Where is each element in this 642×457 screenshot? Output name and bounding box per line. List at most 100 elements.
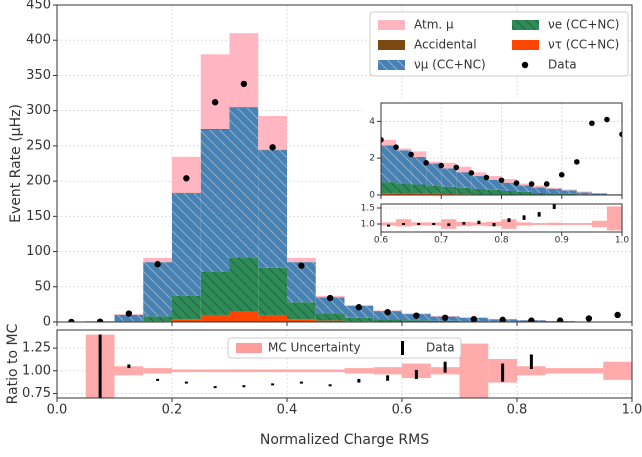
y-tick-label: 50 bbox=[34, 279, 51, 294]
x-tick-label: 1.0 bbox=[622, 403, 642, 418]
bar-segment bbox=[114, 314, 144, 322]
bar-segment bbox=[172, 295, 201, 320]
data-point bbox=[96, 318, 104, 322]
legend-label: Accidental bbox=[414, 38, 477, 52]
bar-segment bbox=[143, 262, 172, 317]
bar-segment bbox=[258, 314, 287, 322]
legend-swatch bbox=[378, 20, 405, 30]
plot-frame bbox=[56, 4, 633, 323]
bar-segment bbox=[426, 163, 442, 186]
bar-segment bbox=[441, 162, 457, 169]
bar-segment bbox=[200, 128, 230, 130]
bar-segment bbox=[531, 185, 547, 188]
data-ratio bbox=[299, 381, 303, 384]
legend-label: νe (CC+NC) bbox=[548, 18, 619, 32]
legend-swatch bbox=[401, 341, 404, 355]
data-ratio bbox=[271, 383, 275, 386]
data-ratio bbox=[402, 223, 406, 225]
y-tick-label: 200 bbox=[26, 174, 51, 189]
bar-segment bbox=[411, 156, 427, 185]
uncertainty-box bbox=[516, 222, 532, 226]
bar-segment bbox=[396, 150, 412, 184]
bar-segment bbox=[426, 161, 442, 164]
y-tick-label: 0 bbox=[43, 315, 51, 330]
legend-label: Atm. μ bbox=[414, 18, 454, 32]
data-point bbox=[125, 310, 133, 317]
data-point bbox=[558, 171, 565, 178]
y-tick-label: 250 bbox=[26, 138, 51, 153]
legend-label: νμ (CC+NC) bbox=[414, 58, 486, 72]
legend-swatch bbox=[512, 20, 539, 30]
data-point bbox=[393, 144, 399, 150]
data-point bbox=[381, 137, 384, 143]
data-ratio bbox=[417, 223, 421, 225]
x-tick-label: 1.0 bbox=[615, 236, 630, 246]
bar-segment bbox=[315, 320, 345, 322]
bar-segment bbox=[315, 313, 345, 321]
legend-swatch bbox=[236, 343, 262, 353]
y-tick-label: 0.75 bbox=[22, 386, 51, 401]
bar-segment bbox=[441, 168, 457, 187]
bar-segment bbox=[471, 172, 487, 177]
data-point bbox=[543, 181, 550, 187]
bar-segment bbox=[381, 139, 397, 146]
x-tick-label: 0.7 bbox=[434, 236, 448, 246]
data-point bbox=[499, 316, 506, 322]
uncertainty-box bbox=[315, 369, 345, 373]
data-ratio bbox=[492, 223, 496, 227]
data-point bbox=[528, 181, 535, 187]
bar-segment bbox=[501, 182, 517, 191]
data-ratio bbox=[184, 381, 188, 384]
plot-area bbox=[57, 330, 632, 398]
data-point bbox=[384, 308, 391, 316]
data-point bbox=[269, 144, 276, 151]
bar-segment bbox=[344, 317, 374, 322]
x-tick-label: 0.6 bbox=[392, 403, 413, 418]
bar-segment bbox=[373, 319, 402, 322]
data-point bbox=[183, 175, 190, 182]
bar-segment bbox=[258, 150, 287, 268]
data-point bbox=[68, 318, 75, 322]
data-point bbox=[441, 314, 449, 321]
bar-segment bbox=[287, 257, 316, 263]
bar-segment bbox=[411, 184, 427, 194]
data-point bbox=[513, 180, 520, 186]
data-point bbox=[498, 177, 505, 184]
x-tick-label: 0.9 bbox=[555, 236, 570, 246]
y-tick-label: 350 bbox=[26, 68, 51, 83]
data-point bbox=[211, 99, 219, 106]
data-ratio bbox=[462, 222, 466, 225]
plot-frame bbox=[380, 203, 623, 233]
data-ratio bbox=[447, 223, 451, 226]
data-ratio bbox=[432, 223, 436, 225]
bar-segment bbox=[501, 190, 517, 195]
data-ratio bbox=[443, 361, 447, 373]
bar-segment bbox=[441, 186, 457, 195]
data-ratio bbox=[477, 220, 481, 224]
data-point bbox=[528, 317, 535, 322]
data-point bbox=[589, 120, 595, 127]
uncertainty-box bbox=[576, 223, 592, 225]
uncertainty-box bbox=[517, 366, 546, 376]
bar-segment bbox=[315, 297, 345, 314]
y-tick-label: 450 bbox=[26, 0, 51, 13]
bar-segment bbox=[200, 271, 230, 315]
y-tick-label: 1.00 bbox=[22, 363, 51, 378]
data-point bbox=[298, 262, 305, 269]
bar-segment bbox=[426, 185, 442, 194]
uncertainty-box bbox=[114, 366, 144, 376]
uncertainty-box bbox=[172, 369, 201, 373]
legend-label: ντ (CC+NC) bbox=[548, 38, 619, 52]
data-point bbox=[556, 317, 564, 322]
y-tick-label: 300 bbox=[26, 103, 51, 118]
data-ratio bbox=[501, 363, 505, 382]
data-point bbox=[423, 160, 429, 166]
bar-segment bbox=[531, 192, 547, 195]
uncertainty-box bbox=[229, 369, 259, 373]
bar-segment bbox=[287, 319, 316, 322]
bar-segment bbox=[200, 314, 230, 322]
legend-label: Data bbox=[426, 341, 455, 355]
data-point bbox=[585, 315, 593, 322]
data-ratio bbox=[522, 215, 526, 220]
uncertainty-box bbox=[381, 222, 397, 226]
